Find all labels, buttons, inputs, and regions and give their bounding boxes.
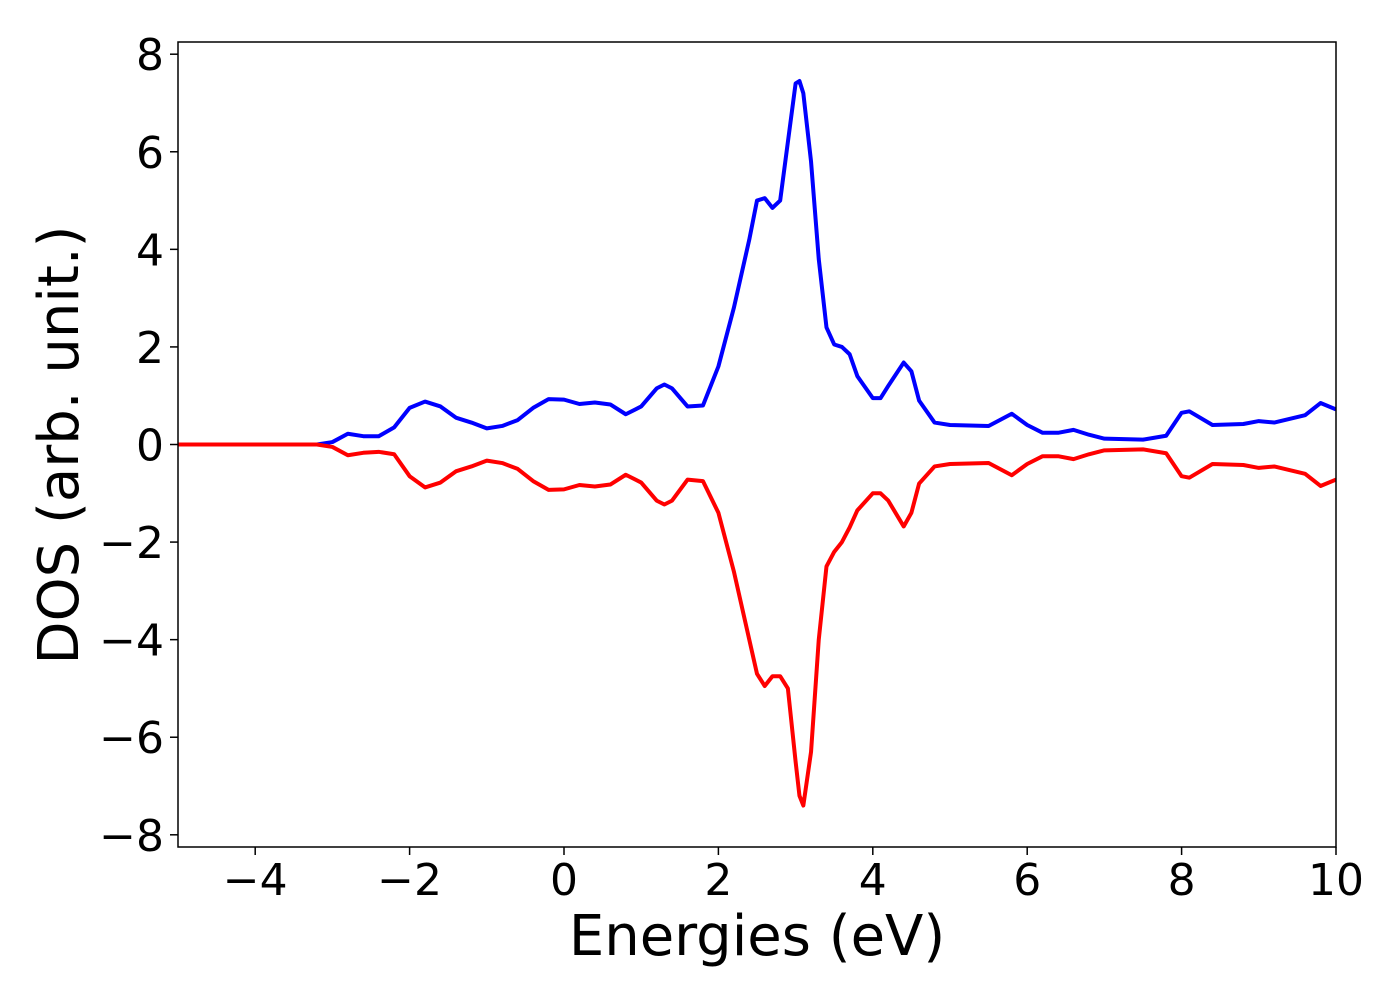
x-tick-label: 4 [859, 855, 887, 906]
x-tick-label: 6 [1013, 855, 1041, 906]
x-tick-label: −4 [223, 855, 288, 906]
y-tick-label: 2 [136, 323, 164, 374]
x-tick-label: 10 [1308, 855, 1364, 906]
series-line [178, 79, 1336, 447]
x-tick-label: −2 [377, 855, 442, 906]
y-tick-label: −6 [99, 713, 164, 764]
y-tick-label: −2 [99, 518, 164, 569]
y-tick-label: 8 [136, 30, 164, 81]
y-tick-label: −4 [99, 616, 164, 667]
y-tick-label: −8 [99, 811, 164, 862]
y-axis-label: DOS (arb. unit.) [27, 225, 92, 664]
y-tick-label: 4 [136, 225, 164, 276]
y-tick-label: 6 [136, 128, 164, 179]
plot-frame [177, 41, 1337, 848]
x-tick-label: 0 [550, 855, 578, 906]
x-axis-label: Energies (eV) [569, 904, 945, 969]
x-tick-label: 2 [704, 855, 732, 906]
y-tick-label: 0 [136, 421, 164, 472]
series-line [178, 442, 1336, 808]
x-tick-label: 8 [1168, 855, 1196, 906]
